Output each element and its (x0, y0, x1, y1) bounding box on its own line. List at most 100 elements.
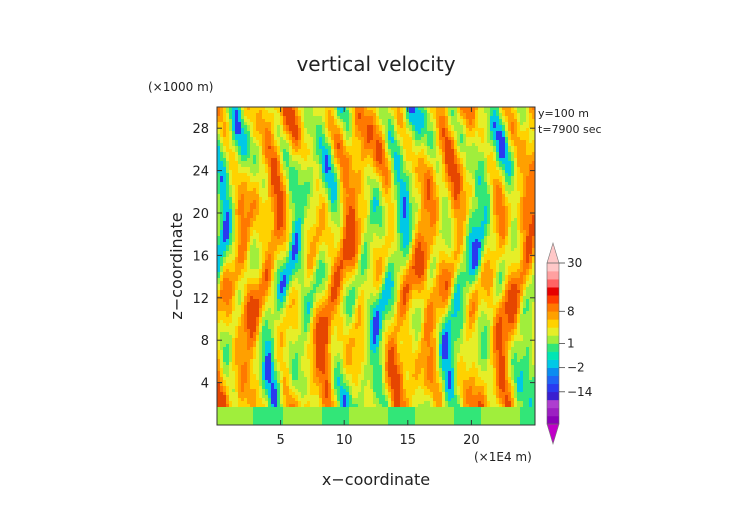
heatmap-cell (238, 215, 242, 219)
heatmap-cell (229, 233, 233, 237)
heatmap-cell (346, 173, 350, 177)
heatmap-cell (517, 185, 521, 189)
heatmap-cell (316, 119, 320, 123)
heatmap-cell (433, 176, 437, 180)
heatmap-cell (340, 197, 344, 201)
heatmap-cell (235, 212, 239, 216)
heatmap-cell (364, 230, 368, 234)
heatmap-cell (343, 128, 347, 132)
heatmap-cell (502, 134, 506, 138)
heatmap-cell (418, 200, 422, 204)
heatmap-cell (403, 209, 407, 213)
heatmap-cell (340, 230, 344, 234)
heatmap-cell (421, 242, 425, 246)
heatmap-cell (235, 161, 239, 165)
heatmap-cell (421, 149, 425, 153)
heatmap-cell (475, 149, 479, 153)
heatmap-cell (355, 173, 359, 177)
heatmap-cell (469, 119, 473, 123)
heatmap-cell (343, 236, 347, 240)
heatmap-cell (340, 239, 344, 243)
heatmap-cell (523, 185, 527, 189)
heatmap-cell (472, 185, 476, 189)
heatmap-cell (391, 158, 395, 162)
heatmap-cell (451, 239, 455, 243)
heatmap-cell (505, 170, 509, 174)
heatmap-cell (340, 206, 344, 210)
heatmap-cell (442, 119, 446, 123)
heatmap-cell (499, 143, 503, 147)
heatmap-cell (259, 209, 263, 213)
heatmap-cell (532, 128, 535, 132)
heatmap-cell (400, 185, 404, 189)
heatmap-cell (244, 158, 248, 162)
heatmap-cell (433, 239, 437, 243)
heatmap-cell (475, 233, 479, 237)
heatmap-cell (361, 119, 365, 123)
heatmap-cell (268, 185, 272, 189)
heatmap-cell (520, 152, 524, 156)
heatmap-cell (397, 167, 401, 171)
heatmap-cell (271, 233, 275, 237)
heatmap-cell (247, 134, 251, 138)
heatmap-cell (232, 152, 236, 156)
heatmap-cell (358, 200, 362, 204)
heatmap-cell (532, 122, 535, 126)
heatmap-cell (526, 134, 530, 138)
heatmap-cell (451, 209, 455, 213)
heatmap-cell (502, 167, 506, 171)
heatmap-cell (367, 200, 371, 204)
heatmap-cell (451, 164, 455, 168)
heatmap-cell (367, 233, 371, 237)
heatmap-cell (493, 176, 497, 180)
heatmap-cell (385, 152, 389, 156)
heatmap-cell (445, 155, 449, 159)
heatmap-cell (448, 239, 452, 243)
heatmap-cell (466, 191, 470, 195)
heatmap-cell (424, 122, 428, 126)
heatmap-cell (523, 191, 527, 195)
heatmap-cell (232, 248, 236, 252)
heatmap-cell (217, 200, 221, 204)
heatmap-cell (469, 191, 473, 195)
heatmap-cell (481, 203, 485, 207)
heatmap-cell (280, 206, 284, 210)
heatmap-cell (493, 134, 497, 138)
heatmap-cell (325, 140, 329, 144)
heatmap-cell (448, 182, 452, 186)
heatmap-cell (493, 107, 497, 111)
heatmap-cell (244, 179, 248, 183)
heatmap-cell (406, 137, 410, 141)
heatmap-cell (451, 119, 455, 123)
heatmap-cell (310, 218, 314, 222)
heatmap-cell (487, 185, 491, 189)
heatmap-cell (223, 122, 227, 126)
heatmap-cell (412, 116, 416, 120)
heatmap-cell (283, 167, 287, 171)
heatmap-cell (283, 125, 287, 129)
heatmap-cell (313, 128, 317, 132)
heatmap-cell (244, 221, 248, 225)
heatmap-cell (235, 164, 239, 168)
heatmap-cell (259, 212, 263, 216)
heatmap-cell (304, 239, 308, 243)
heatmap-cell (424, 149, 428, 153)
heatmap-cell (307, 242, 311, 246)
heatmap-cell (454, 191, 458, 195)
heatmap-cell (313, 155, 317, 159)
heatmap-cell (352, 164, 356, 168)
heatmap-cell (229, 140, 233, 144)
heatmap-cell (244, 218, 248, 222)
heatmap-cell (361, 158, 365, 162)
heatmap-cell (244, 188, 248, 192)
heatmap-cell (223, 161, 227, 165)
heatmap-cell (223, 224, 227, 228)
heatmap-cell (427, 179, 431, 183)
heatmap-cell (454, 188, 458, 192)
heatmap-cell (250, 164, 254, 168)
heatmap-cell (511, 113, 515, 117)
heatmap-cell (355, 179, 359, 183)
heatmap-cell (367, 107, 371, 111)
heatmap-cell (322, 152, 326, 156)
heatmap-cell (421, 107, 425, 111)
